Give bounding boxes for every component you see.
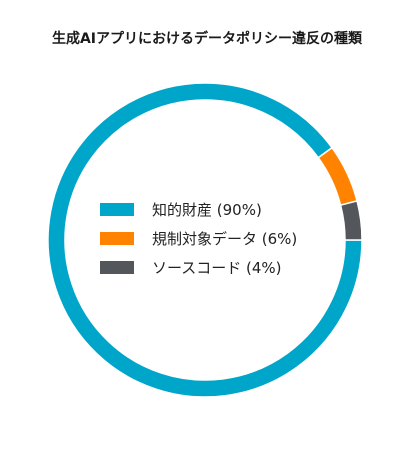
legend-swatch-1 <box>100 203 134 216</box>
legend-swatch-3 <box>100 261 134 274</box>
donut-slice-1 <box>47 82 363 398</box>
legend-label-1: 知的財産 (90%) <box>152 201 262 219</box>
legend-label-3: ソースコード (4%) <box>152 259 282 277</box>
legend-item-2: 規制対象データ (6%) <box>100 224 297 253</box>
donut-slice-2 <box>317 146 358 207</box>
legend-item-3: ソースコード (4%) <box>100 253 297 282</box>
legend-label-2: 規制対象データ (6%) <box>152 230 298 248</box>
legend-item-1: 知的財産 (90%) <box>100 195 297 224</box>
donut-slice-3 <box>339 200 363 241</box>
legend-swatch-2 <box>100 232 134 245</box>
legend: 知的財産 (90%) 規制対象データ (6%) ソースコード (4%) <box>100 195 297 282</box>
chart-title: 生成AIアプリにおけるデータポリシー違反の種類 <box>51 31 363 47</box>
